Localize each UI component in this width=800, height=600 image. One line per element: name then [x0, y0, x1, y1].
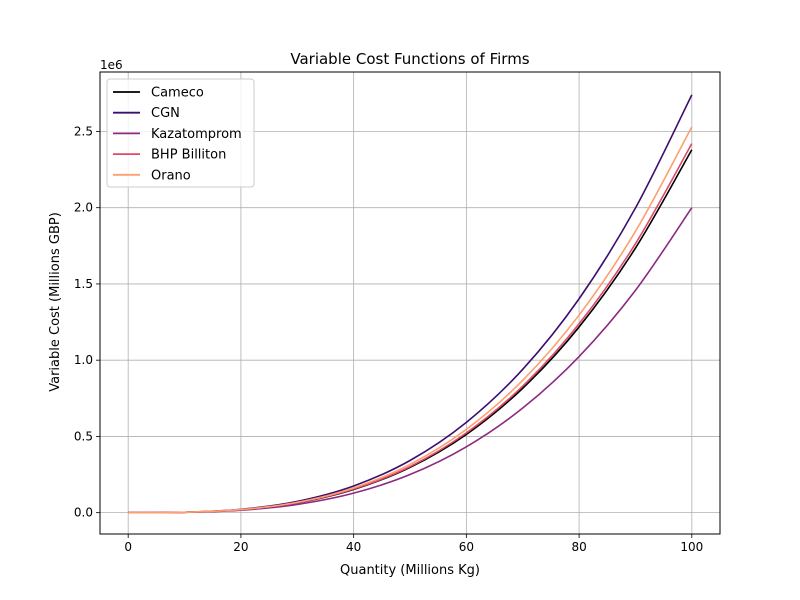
x-tick-label: 40 — [346, 540, 361, 554]
legend-item-kazatomprom: Kazatomprom — [113, 127, 242, 142]
legend-item-cgn: CGN — [113, 106, 180, 121]
y-tick-label: 0.0 — [74, 506, 93, 520]
x-tick-label: 60 — [459, 540, 474, 554]
legend-box — [106, 78, 255, 188]
legend-label: BHP Billiton — [151, 148, 226, 163]
y-tick-label: 2.0 — [74, 201, 93, 215]
x-tick-label: 0 — [124, 540, 132, 554]
x-tick-label: 80 — [571, 540, 586, 554]
legend-item-bhp-billiton: BHP Billiton — [113, 148, 226, 163]
series-line-orano — [128, 126, 693, 514]
chart-title: Variable Cost Functions of Firms — [290, 50, 529, 68]
grid-layer — [100, 72, 720, 534]
legend-item-orano: Orano — [113, 168, 191, 183]
y-tick-label: 1.5 — [74, 277, 93, 291]
plot-area-frame — [99, 71, 721, 535]
y-scale-label: 1e6 — [100, 58, 123, 72]
y-axis-label: Variable Cost (Millions GBP) — [48, 212, 63, 392]
x-tick-label: 20 — [233, 540, 248, 554]
series-layer — [128, 94, 693, 514]
legend-label: CGN — [151, 106, 180, 121]
legend-label: Orano — [151, 168, 191, 183]
x-axis-label: Quantity (Millions Kg) — [340, 563, 480, 578]
y-tick-label: 2.5 — [74, 124, 93, 138]
y-tick-label: 1.0 — [74, 353, 93, 367]
legend-item-cameco: Cameco — [113, 86, 204, 101]
x-tick-label: 100 — [680, 540, 703, 554]
legend-items: Cameco CGN Kazatomprom BHP Billiton Orano — [113, 86, 242, 183]
y-tick-label: 0.5 — [74, 429, 93, 443]
legend: Cameco CGN Kazatomprom BHP Billiton Orano — [106, 78, 255, 188]
tick-layer: 0 20 40 60 80 100 0.0 0.5 1.0 1.5 2.0 2.5 — [74, 124, 703, 554]
legend-label: Kazatomprom — [151, 127, 242, 142]
legend-label: Cameco — [151, 86, 204, 101]
